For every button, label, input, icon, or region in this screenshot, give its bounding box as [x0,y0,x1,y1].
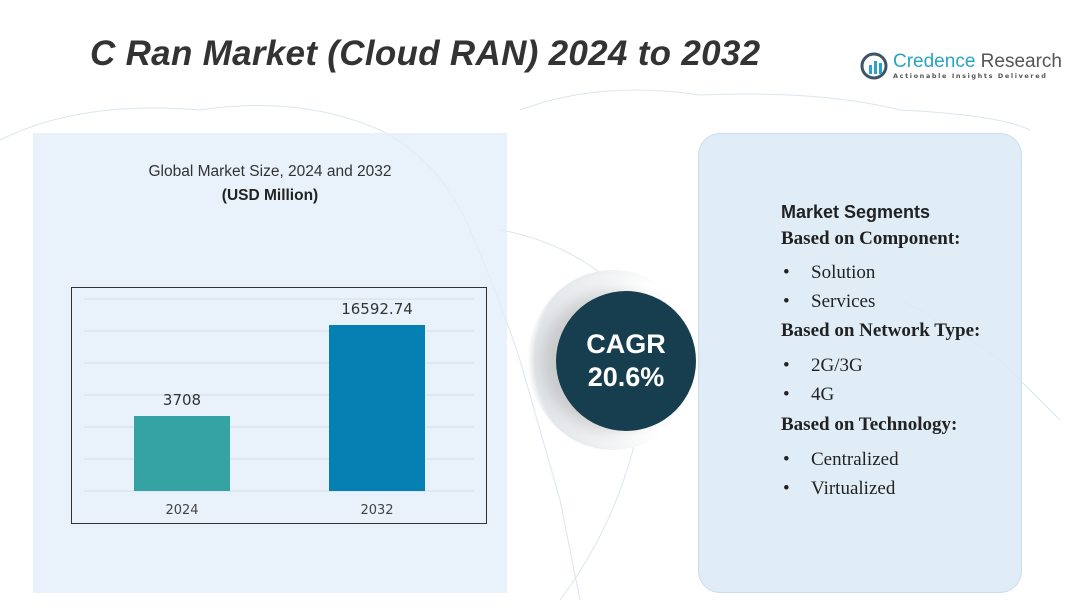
segment-heading-network-type: Based on Network Type: [781,320,981,341]
data-label: 16592.74 [341,300,413,318]
logo-tagline: Actionable Insights Delivered [893,72,1048,80]
cagr-badge: CAGR 20.6% [556,291,696,431]
logo-name-a: Credence [893,51,976,72]
segments-title: Market Segments [781,202,931,222]
data-label: 3708 [163,391,201,409]
segment-item: Solution [783,262,875,284]
bar-chart: 3708 2024 16592.74 2032 [71,287,487,524]
logo-name-b: Research [975,51,1062,72]
segment-item: 2G/3G [783,355,863,377]
chart-svg: 3708 2024 16592.74 2032 [84,298,474,518]
segment-item: 4G [783,384,834,406]
chart-subtitle: Global Market Size, 2024 and 2032 [148,163,392,180]
segment-heading-technology: Based on Technology: [781,414,958,435]
logo-icon [860,52,888,80]
x-tick-label: 2032 [360,503,393,518]
segments-panel: Market Segments Based on Component: Solu… [698,133,1022,593]
x-tick-label: 2024 [165,503,198,518]
segment-item: Virtualized [783,478,895,500]
bar-2024 [134,416,230,491]
segment-item: Services [783,291,875,313]
cagr-value: 20.6% [587,362,665,392]
logo: Credence Research Actionable Insights De… [860,52,1062,80]
segment-item: Centralized [783,449,899,471]
chart-unit: (USD Million) [221,187,319,204]
bar-2032 [329,325,425,491]
cagr-label: CAGR [586,329,666,359]
segment-heading-component: Based on Component: [781,228,961,249]
page-title: C Ran Market (Cloud RAN) 2024 to 2032 [90,34,761,73]
